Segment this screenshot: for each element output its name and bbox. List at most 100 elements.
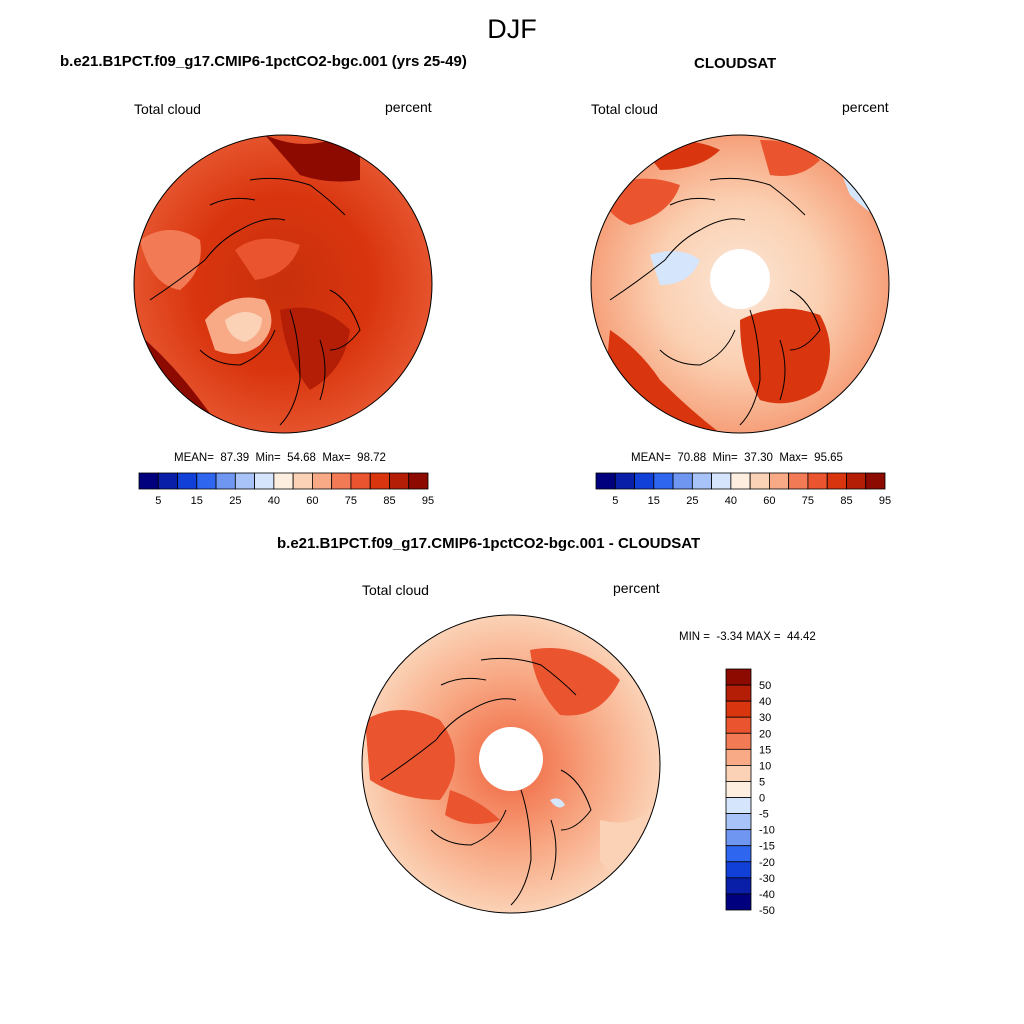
colorbar-model-cell — [196, 472, 217, 490]
colorbar-cloudsat-cell — [614, 472, 635, 490]
colorbar-cloudsat-tick-label: 95 — [879, 495, 891, 507]
colorbar-model-tick-label: 75 — [345, 495, 357, 507]
colorbar-cloudsat-cell — [634, 472, 655, 490]
map-difference-total-cloud — [361, 614, 661, 914]
colorbar-cloudsat: 5 15 25 40 60 75 85 95 — [595, 472, 891, 507]
colorbar-difference-cell — [725, 829, 752, 847]
colorbar-cloudsat-cell — [595, 472, 616, 490]
colorbar-cloudsat-tick-label: 40 — [725, 495, 737, 507]
colorbar-model-tick-label: 60 — [306, 495, 318, 507]
colorbar-difference-cell — [725, 861, 752, 879]
colorbar-difference-cell — [725, 893, 752, 911]
colorbar-difference-tick-label: -15 — [759, 841, 775, 853]
colorbar-difference-cell — [725, 765, 752, 782]
colorbar-difference-tick-label: -40 — [759, 889, 775, 901]
colorbar-difference-cell — [725, 877, 752, 895]
colorbar-model-tick-label: 15 — [191, 495, 203, 507]
colorbar-cloudsat-cell — [846, 472, 867, 490]
colorbar-difference-tick-label: -50 — [759, 905, 775, 917]
colorbar-cloudsat-cell — [826, 472, 847, 490]
panel3-title: b.e21.B1PCT.f09_g17.CMIP6-1pctCO2-bgc.00… — [277, 535, 701, 552]
map3-strong-positive-region — [365, 710, 455, 800]
colorbar-difference-tick-label: 5 — [759, 776, 765, 788]
map3-strong-positive-region — [445, 790, 500, 824]
colorbar-model-cell — [311, 472, 333, 490]
colorbar-difference-tick-label: -10 — [759, 825, 775, 837]
panel3-minmax: MIN = -3.34 MAX = 44.42 — [679, 631, 816, 643]
map-cloudsat-total-cloud — [590, 134, 890, 434]
panel2-stats: MEAN= 70.88 Min= 37.30 Max= 95.65 — [631, 452, 843, 464]
colorbar-difference-tick-label: 20 — [759, 728, 771, 740]
colorbar-model-tick-label: 40 — [268, 495, 280, 507]
colorbar-difference-cell — [725, 845, 752, 863]
colorbar-difference-cell — [725, 748, 752, 766]
colorbar-model-cell — [157, 472, 178, 490]
colorbar-model-cell — [177, 472, 198, 490]
colorbar-cloudsat-cell — [730, 472, 751, 490]
map3-missing-data — [479, 727, 543, 791]
map3-negative-region — [550, 798, 565, 808]
panel2-units-label: percent — [842, 99, 889, 115]
colorbar-model-cell — [138, 472, 159, 490]
map2-missing-data — [710, 249, 770, 309]
colorbar-cloudsat-cell — [769, 472, 790, 490]
colorbar-difference-tick-label: 15 — [759, 744, 771, 756]
colorbar-model-tick-label: 5 — [155, 495, 161, 507]
panel3-units-label: percent — [613, 580, 660, 596]
colorbar-difference-cell — [725, 700, 752, 718]
colorbar-model-cell — [369, 472, 390, 490]
colorbar-model-tick-label: 95 — [422, 495, 434, 507]
colorbar-difference-cell — [725, 732, 752, 750]
colorbar-cloudsat-cell — [653, 472, 674, 490]
colorbar-difference-tick-label: 40 — [759, 696, 771, 708]
colorbar-cloudsat-cell — [749, 472, 770, 490]
colorbar-difference-tick-label: 10 — [759, 760, 771, 772]
colorbar-cloudsat-cell — [672, 472, 693, 490]
colorbar-difference-cell — [725, 781, 752, 798]
map2-high-cloud-region — [740, 308, 830, 404]
map3-strong-positive-region — [530, 648, 620, 716]
colorbar-difference-cell — [725, 684, 752, 702]
map3-coastlines — [380, 657, 592, 906]
colorbar-cloudsat-cell — [691, 472, 712, 490]
colorbar-difference-cell — [725, 716, 752, 734]
colorbar-difference-tick-label: 50 — [759, 680, 771, 692]
colorbar-difference-tick-label: 0 — [759, 793, 765, 805]
map1-greenland-core — [225, 311, 262, 342]
panel1-units-label: percent — [385, 99, 432, 115]
colorbar-cloudsat-cell — [788, 472, 809, 490]
map1-high-cloud-region — [265, 135, 360, 182]
colorbar-cloudsat-tick-label: 60 — [763, 495, 775, 507]
colorbar-cloudsat-cell — [865, 472, 886, 490]
colorbar-cloudsat-tick-label: 25 — [686, 495, 698, 507]
colorbar-difference-tick-label: -20 — [759, 857, 775, 869]
panel2-variable-label: Total cloud — [591, 101, 658, 117]
colorbar-difference-tick-label: -5 — [759, 809, 769, 821]
colorbar-model-cell — [389, 472, 410, 490]
colorbar-model-cell — [408, 472, 429, 490]
colorbar-difference-cell — [725, 668, 752, 686]
colorbar-difference-tick-label: -30 — [759, 873, 775, 885]
colorbar-model-tick-label: 25 — [229, 495, 241, 507]
season-title: DJF — [487, 14, 537, 44]
colorbar-cloudsat-tick-label: 15 — [648, 495, 660, 507]
map2-clear-region — [650, 251, 700, 285]
colorbar-difference-tick-label: 30 — [759, 712, 771, 724]
colorbar-model-cell — [350, 472, 371, 490]
colorbar-model-cell — [234, 472, 255, 490]
colorbar-model-cell — [292, 472, 313, 490]
map1-high-cloud-region — [280, 307, 350, 390]
map2-coastlines — [609, 177, 821, 426]
panel3-variable-label: Total cloud — [362, 582, 429, 598]
colorbar-cloudsat-tick-label: 5 — [612, 495, 618, 507]
colorbar-cloudsat-tick-label: 85 — [840, 495, 852, 507]
colorbar-model-cell — [215, 472, 236, 490]
map1-lower-cloud-region — [235, 238, 300, 280]
panel2-title: CLOUDSAT — [694, 55, 777, 72]
panel1-title: b.e21.B1PCT.f09_g17.CMIP6-1pctCO2-bgc.00… — [60, 53, 467, 70]
map2-high-cloud-region — [760, 140, 820, 176]
colorbar-difference-cell — [725, 813, 752, 831]
map1-coastlines — [149, 177, 361, 426]
